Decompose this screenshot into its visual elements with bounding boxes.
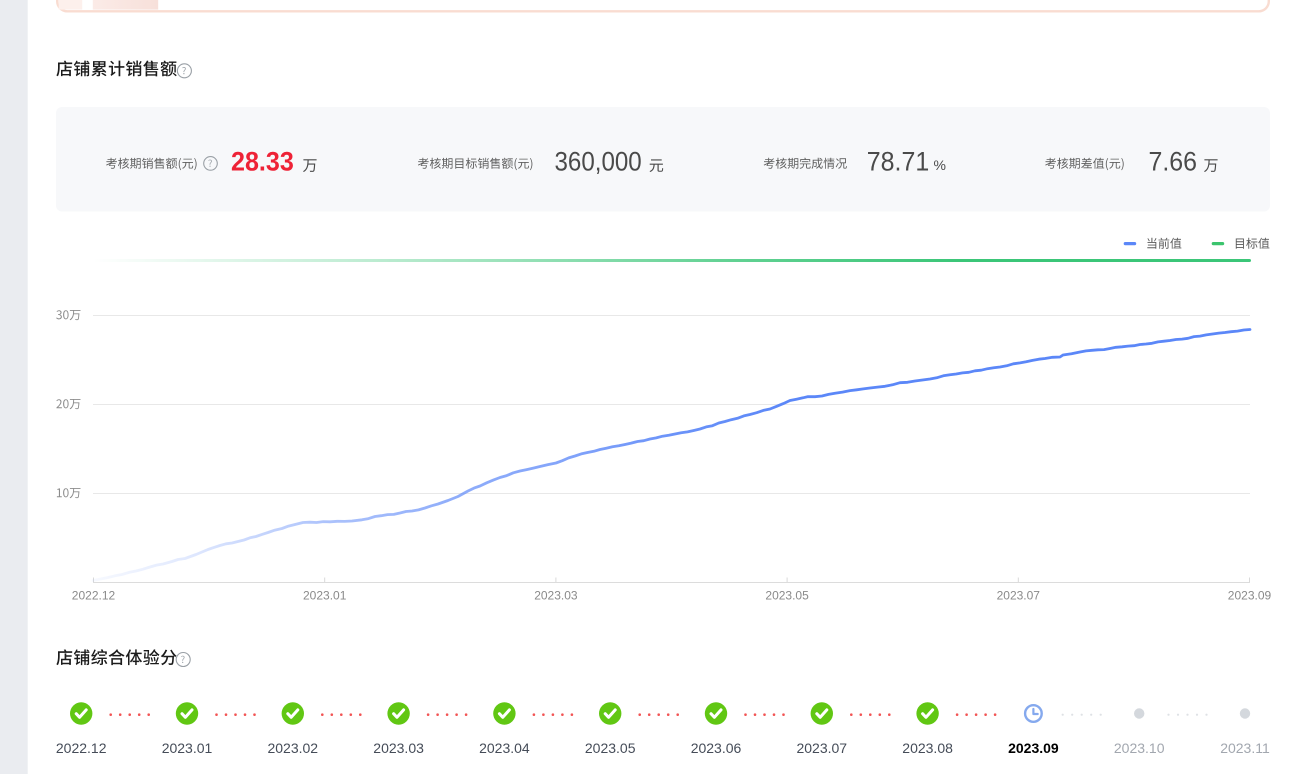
svg-text:2023.06: 2023.06	[691, 740, 742, 756]
svg-text:2023.10: 2023.10	[1114, 740, 1165, 756]
svg-text:%: %	[934, 157, 946, 173]
svg-text:2023.07: 2023.07	[997, 589, 1041, 603]
svg-text:2023.05: 2023.05	[585, 740, 636, 756]
svg-text:2023.01: 2023.01	[162, 740, 213, 756]
svg-text:2022.12: 2022.12	[72, 589, 116, 603]
svg-text:2023.04: 2023.04	[479, 740, 530, 756]
svg-text:2023.09: 2023.09	[1008, 740, 1059, 756]
svg-text:2023.09: 2023.09	[1228, 589, 1272, 603]
svg-text:78.71: 78.71	[867, 147, 929, 177]
svg-text:2023.07: 2023.07	[796, 740, 847, 756]
svg-text:2023.05: 2023.05	[765, 589, 809, 603]
svg-text:2023.03: 2023.03	[373, 740, 424, 756]
svg-text:2023.01: 2023.01	[303, 589, 347, 603]
svg-text:2023.08: 2023.08	[902, 740, 953, 756]
svg-text:7.66: 7.66	[1149, 147, 1198, 177]
svg-text:2023.11: 2023.11	[1220, 740, 1270, 756]
svg-text:360,000: 360,000	[555, 147, 642, 177]
svg-text:2022.12: 2022.12	[56, 740, 107, 756]
svg-text:2023.03: 2023.03	[534, 589, 578, 603]
svg-text:2023.02: 2023.02	[267, 740, 318, 756]
svg-text:28.33: 28.33	[231, 147, 294, 177]
